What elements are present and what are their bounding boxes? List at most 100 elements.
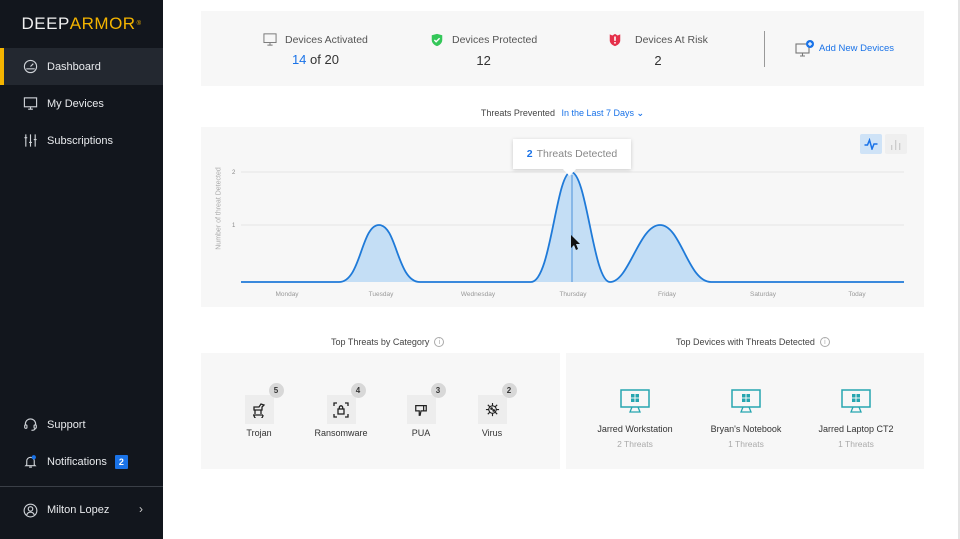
threat-count-badge: 4: [350, 383, 366, 398]
logo-part-deep: DEEP: [21, 14, 70, 33]
threat-name: PUA: [411, 428, 431, 438]
threat-category-ransomware[interactable]: 4 Ransomware: [306, 383, 376, 438]
threat-count-badge: 2: [501, 383, 517, 398]
threat-category-trojan[interactable]: 5 Trojan: [224, 383, 294, 438]
windows-monitor-icon: [841, 389, 871, 413]
sidebar-item-label: My Devices: [47, 97, 104, 110]
svg-text:Saturday: Saturday: [750, 291, 777, 298]
add-device-icon: [795, 40, 814, 57]
stat-label: Devices Protected: [452, 34, 538, 46]
threats-prevented-label: Threats Prevented: [480, 108, 555, 118]
sidebar: DEEP ARMOR ® Dashboard My Devices Subscrip…: [0, 0, 163, 539]
monitor-icon: [22, 96, 38, 112]
device-name: Jarred Workstation: [597, 424, 673, 434]
threats-prevented-header: Threats Prevented In the Last 7 Days ⌄: [0, 108, 960, 119]
bar-chart-toggle[interactable]: [885, 134, 907, 154]
line-chart-icon: [864, 138, 878, 150]
sidebar-item-my-devices[interactable]: My Devices: [0, 85, 163, 122]
add-new-devices-button[interactable]: Add New Devices: [795, 40, 894, 57]
period-value: In the Last 7 Days: [561, 108, 635, 118]
svg-text:Tuesday: Tuesday: [369, 291, 394, 298]
user-profile-button[interactable]: Milton Lopez ›: [0, 490, 163, 530]
user-name: Milton Lopez: [47, 504, 110, 516]
device-name: Bryan's Notebook: [710, 424, 782, 434]
tooltip-count: 2: [526, 148, 533, 160]
info-icon[interactable]: i: [434, 337, 445, 347]
svg-text:Monday: Monday: [275, 291, 299, 298]
notification-count-badge: 2: [114, 454, 128, 469]
windows-monitor-icon: [731, 389, 761, 413]
shield-check-icon: [431, 33, 443, 47]
stat-devices-protected[interactable]: Devices Protected 12: [430, 33, 537, 68]
stat-devices-activated[interactable]: Devices Activated 14 of 20: [263, 33, 368, 67]
info-icon[interactable]: i: [819, 337, 830, 347]
line-chart-toggle[interactable]: [860, 134, 882, 154]
threat-count-badge: 3: [430, 383, 446, 398]
device-threat-count: 2 Threats: [617, 439, 653, 449]
stat-label: Devices At Risk: [635, 34, 708, 46]
device-card[interactable]: Bryan's Notebook 1 Threats: [691, 389, 801, 449]
top-devices-panel: Jarred Workstation 2 Threats Bryan's Not…: [566, 353, 924, 469]
svg-text:1: 1: [232, 223, 236, 229]
sidebar-item-dashboard[interactable]: Dashboard: [0, 48, 163, 85]
registered-mark: ®: [136, 21, 142, 27]
threat-name: Trojan: [246, 428, 272, 438]
period-dropdown[interactable]: In the Last 7 Days ⌄: [561, 108, 644, 118]
stat-value: 2: [654, 53, 662, 68]
sidebar-item-subscriptions[interactable]: Subscriptions: [0, 122, 163, 159]
threat-category-pua[interactable]: 3 PUA: [386, 383, 456, 438]
sidebar-bottom-nav: Support Notifications 2: [0, 406, 163, 480]
sliders-icon: [22, 133, 38, 149]
headset-icon: [22, 417, 38, 433]
gauge-icon: [22, 59, 38, 75]
thumbs-down-icon: [415, 404, 427, 416]
stats-separator: [764, 31, 765, 67]
windows-monitor-icon: [620, 389, 650, 413]
section-title-text: Top Threats by Category: [331, 337, 430, 347]
user-circle-icon: [22, 502, 38, 518]
bell-icon: [22, 454, 38, 470]
bar-chart-icon: [891, 140, 901, 150]
window-right-border: [958, 0, 960, 539]
sidebar-item-notifications[interactable]: Notifications 2: [0, 443, 163, 480]
sidebar-item-support[interactable]: Support: [0, 406, 163, 443]
device-threat-count: 1 Threats: [838, 439, 874, 449]
sidebar-item-label: Notifications: [47, 455, 107, 468]
svg-text:Today: Today: [848, 291, 866, 298]
threat-name: Virus: [481, 428, 503, 438]
sidebar-item-label: Support: [47, 418, 86, 431]
section-title-text: Top Devices with Threats Detected: [676, 337, 815, 347]
stat-value: 12: [476, 53, 491, 68]
device-card[interactable]: Jarred Workstation 2 Threats: [580, 389, 690, 449]
add-new-devices-label: Add New Devices: [819, 43, 894, 54]
top-threats-panel: 5 Trojan 4 Ransomware 3 PUA 2 Virus: [201, 353, 560, 469]
stat-label: Devices Activated: [285, 33, 368, 46]
svg-text:Friday: Friday: [658, 291, 677, 298]
threat-category-virus[interactable]: 2 Virus: [457, 383, 527, 438]
threat-name: Ransomware: [314, 428, 368, 438]
monitor-icon: [263, 33, 277, 46]
top-devices-title: Top Devices with Threats Detected i: [676, 337, 830, 347]
stat-devices-at-risk[interactable]: Devices At Risk 2: [608, 33, 708, 68]
activated-count: 14: [291, 52, 307, 67]
chart-tooltip: 2 Threats Detected: [513, 139, 631, 169]
sidebar-item-label: Dashboard: [47, 60, 101, 73]
sidebar-divider: [0, 486, 163, 487]
ransomware-lock-icon: [333, 401, 349, 418]
activated-total: of 20: [306, 52, 339, 67]
top-threats-title: Top Threats by Category i: [331, 337, 445, 347]
svg-text:2: 2: [232, 170, 236, 176]
trojan-horse-icon: [253, 402, 266, 418]
shield-alert-icon: [609, 33, 621, 47]
threats-chart: Number of threat Detected 2 1 Monday Tue…: [201, 127, 924, 307]
threat-count-badge: 5: [268, 383, 284, 398]
device-threat-count: 1 Threats: [728, 439, 764, 449]
svg-text:Thursday: Thursday: [559, 291, 587, 298]
virus-icon: [485, 402, 499, 417]
stat-value: 14 of 20: [263, 52, 368, 67]
deeparmor-logo[interactable]: DEEP ARMOR ®: [0, 0, 163, 48]
device-card[interactable]: Jarred Laptop CT2 1 Threats: [801, 389, 911, 449]
chevron-right-icon: ›: [139, 502, 143, 516]
svg-text:Wednesday: Wednesday: [461, 291, 496, 298]
device-name: Jarred Laptop CT2: [818, 424, 894, 434]
